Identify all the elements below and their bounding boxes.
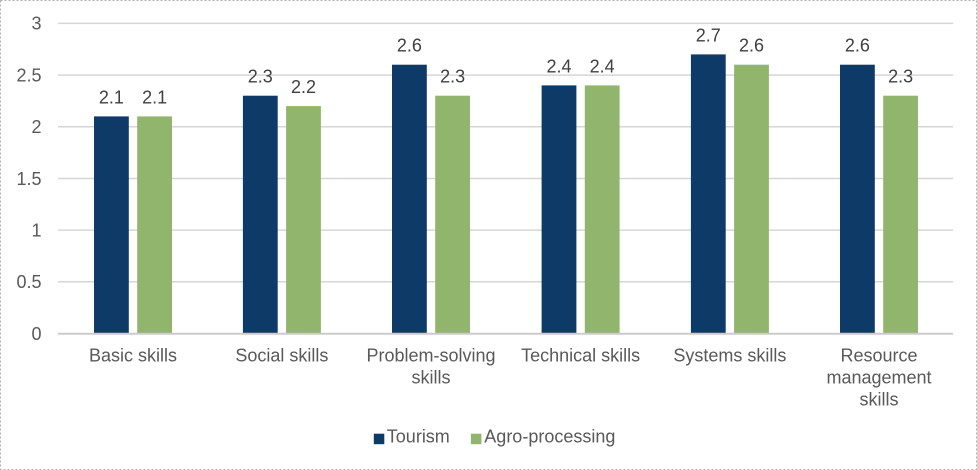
svg-text:2: 2 — [31, 117, 41, 137]
svg-text:2.1: 2.1 — [99, 87, 124, 107]
svg-text:Problem-solving: Problem-solving — [366, 346, 495, 366]
svg-text:0.5: 0.5 — [16, 272, 41, 292]
svg-text:3: 3 — [31, 14, 41, 34]
svg-text:Social skills: Social skills — [235, 346, 328, 366]
svg-text:Technical skills: Technical skills — [521, 346, 640, 366]
svg-text:management: management — [826, 368, 931, 388]
svg-text:2.5: 2.5 — [16, 65, 41, 85]
svg-text:1: 1 — [31, 220, 41, 240]
svg-text:2.4: 2.4 — [546, 56, 571, 76]
svg-text:2.6: 2.6 — [739, 36, 764, 56]
svg-text:Agro-processing: Agro-processing — [484, 427, 615, 447]
svg-text:2.7: 2.7 — [696, 25, 721, 45]
svg-text:2.3: 2.3 — [888, 67, 913, 87]
svg-text:2.6: 2.6 — [845, 36, 870, 56]
svg-text:2.4: 2.4 — [590, 56, 615, 76]
svg-text:2.3: 2.3 — [440, 67, 465, 87]
svg-text:2.1: 2.1 — [142, 87, 167, 107]
svg-text:2.2: 2.2 — [291, 77, 316, 97]
svg-text:skills: skills — [860, 390, 899, 410]
svg-text:skills: skills — [412, 368, 451, 388]
svg-text:Resource: Resource — [840, 346, 917, 366]
svg-text:Systems skills: Systems skills — [673, 346, 786, 366]
svg-text:Basic skills: Basic skills — [89, 346, 177, 366]
svg-text:1.5: 1.5 — [16, 169, 41, 189]
svg-text:Tourism: Tourism — [387, 427, 450, 447]
svg-text:2.6: 2.6 — [397, 36, 422, 56]
svg-text:2.3: 2.3 — [248, 67, 273, 87]
svg-text:0: 0 — [31, 324, 41, 344]
